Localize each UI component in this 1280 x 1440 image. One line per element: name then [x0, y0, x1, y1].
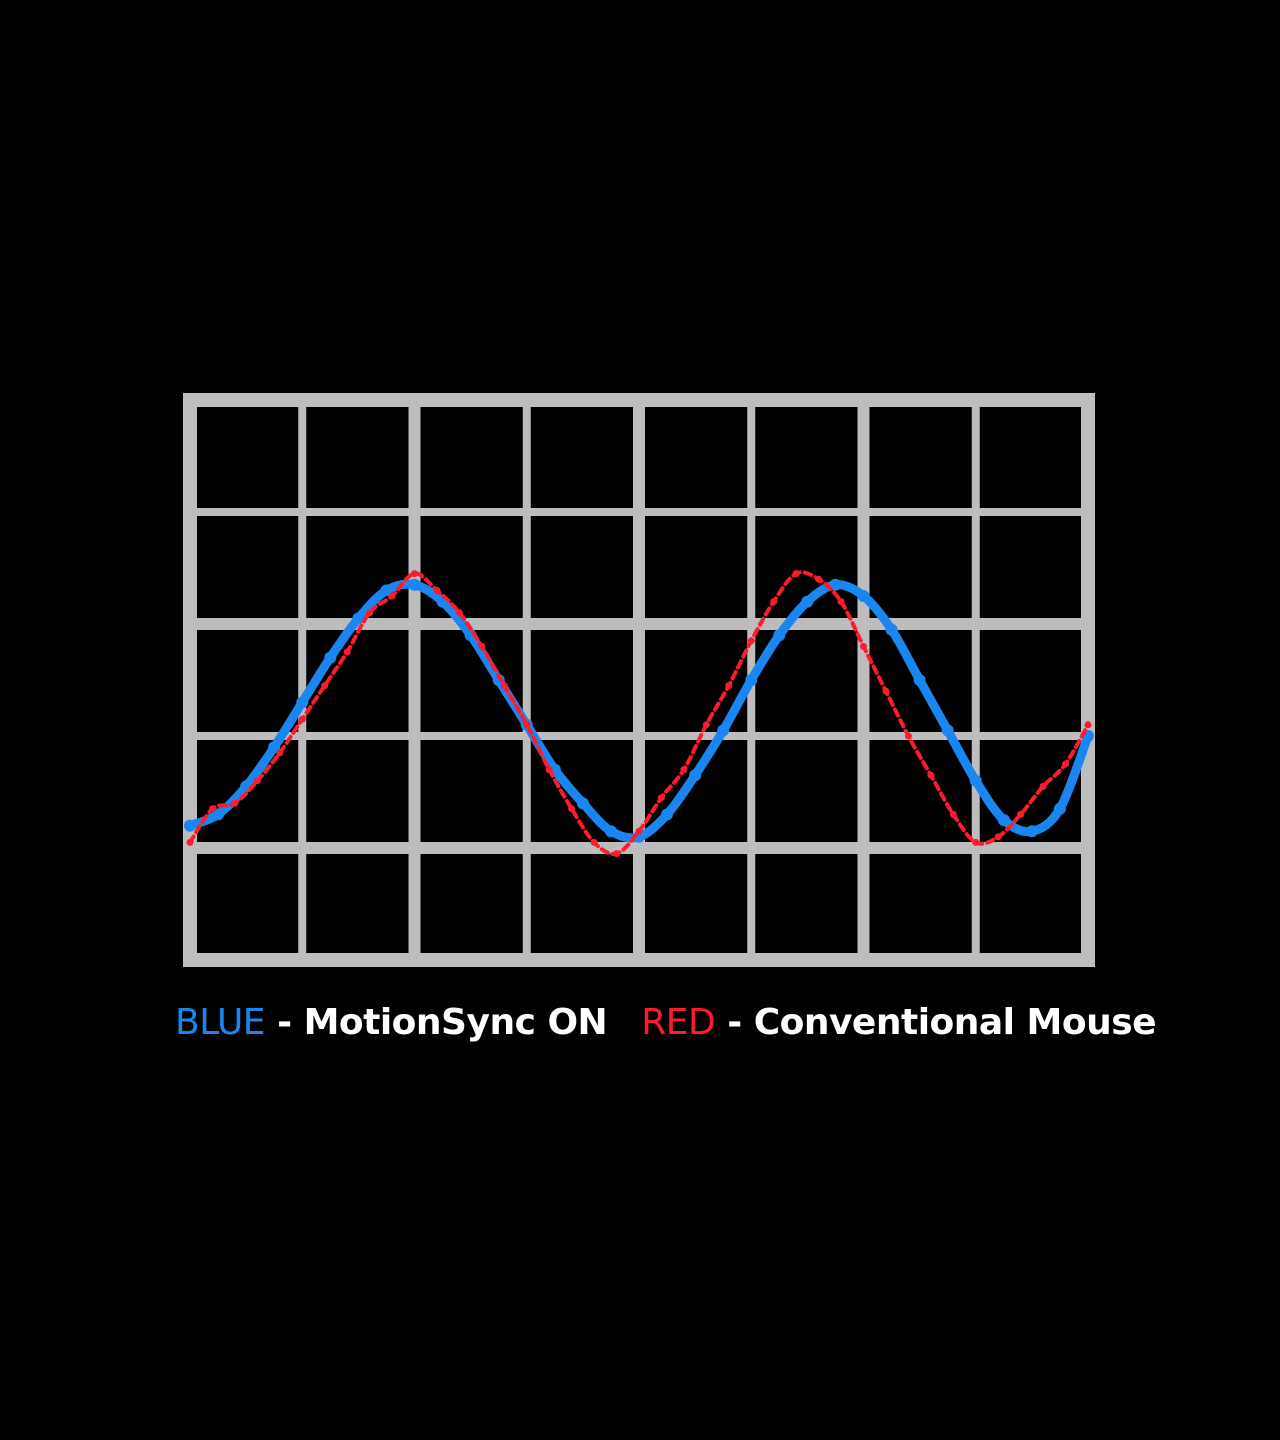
conventional-point: [972, 838, 980, 846]
series-motionsync: [184, 578, 1094, 843]
conventional-point: [725, 682, 733, 690]
conventional-point: [411, 570, 418, 578]
legend-separator-red: -: [715, 1002, 754, 1043]
chart-grid: [183, 393, 1095, 967]
conventional-point: [635, 827, 643, 835]
conventional-point: [433, 586, 441, 594]
motionsync-point: [913, 674, 926, 686]
conventional-point: [568, 805, 576, 813]
conventional-point: [253, 777, 261, 785]
conventional-point: [815, 575, 823, 583]
conventional-point: [770, 598, 778, 606]
motionsync-point: [997, 814, 1010, 826]
motionsync-point: [604, 825, 617, 838]
conventional-point: [455, 609, 463, 617]
conventional-point: [860, 642, 867, 650]
conventional-point: [343, 648, 351, 656]
conventional-point: [882, 687, 890, 695]
motionsync-point: [969, 774, 982, 787]
conventional-point: [208, 805, 216, 813]
conventional-point: [231, 799, 239, 807]
motionsync-point: [380, 584, 393, 597]
conventional-point: [366, 609, 374, 617]
conventional-point: [949, 810, 957, 818]
legend-key-red: RED: [641, 1002, 716, 1043]
legend-key-blue: BLUE: [175, 1002, 266, 1043]
conventional-point: [298, 715, 306, 723]
conventional-point: [702, 721, 710, 729]
series-conventional: [186, 570, 1092, 858]
legend-label-conventional: Conventional Mouse: [753, 1002, 1157, 1043]
motionsync-point: [324, 651, 337, 664]
conventional-point: [478, 642, 486, 650]
conventional-point: [994, 833, 1002, 841]
conventional-point: [276, 749, 284, 757]
motionsync-point: [352, 612, 365, 625]
motionsync-point: [885, 623, 898, 636]
conventional-point: [545, 766, 553, 774]
conventional-point: [657, 794, 665, 802]
conventional-point: [186, 838, 194, 846]
motionsync-point: [773, 629, 786, 642]
conventional-point: [747, 637, 755, 645]
conventional-point: [1084, 721, 1092, 729]
motionsync-point: [212, 808, 225, 821]
motionsync-point: [801, 595, 814, 608]
motionsync-point: [1053, 802, 1066, 815]
legend-label-motionsync: MotionSync ON: [303, 1002, 608, 1043]
conventional-point: [837, 598, 845, 606]
conventional-point: [680, 766, 688, 774]
conventional-point: [904, 732, 912, 740]
motionsync-point: [576, 797, 589, 810]
motionsync-point: [689, 769, 702, 782]
conventional-point: [590, 838, 598, 846]
conventional-point: [523, 721, 531, 729]
conventional-point: [1062, 760, 1070, 768]
conventional-point: [388, 592, 396, 600]
motionsync-point: [941, 724, 954, 737]
motionsync-point: [184, 819, 196, 832]
chart-legend: BLUE - MotionSync ON RED - Conventional M…: [175, 995, 1157, 1049]
motionsync-point: [717, 724, 730, 737]
motionsync-point: [661, 808, 674, 821]
legend-separator-blue: -: [265, 1002, 304, 1043]
motionsync-point: [857, 590, 870, 602]
conventional-point: [1039, 782, 1047, 790]
chart-series-group: [184, 570, 1094, 858]
motionsync-point: [268, 741, 281, 754]
conventional-point: [321, 682, 329, 690]
conventional-point: [792, 570, 800, 578]
motionsync-point: [1025, 825, 1038, 838]
conventional-point: [613, 850, 621, 858]
motionsync-point: [296, 696, 309, 709]
motionsync-point: [745, 674, 758, 686]
conventional-point: [927, 771, 935, 779]
conventional-point: [500, 682, 508, 690]
conventional-point: [1017, 810, 1025, 818]
motionsync-point: [408, 578, 421, 591]
